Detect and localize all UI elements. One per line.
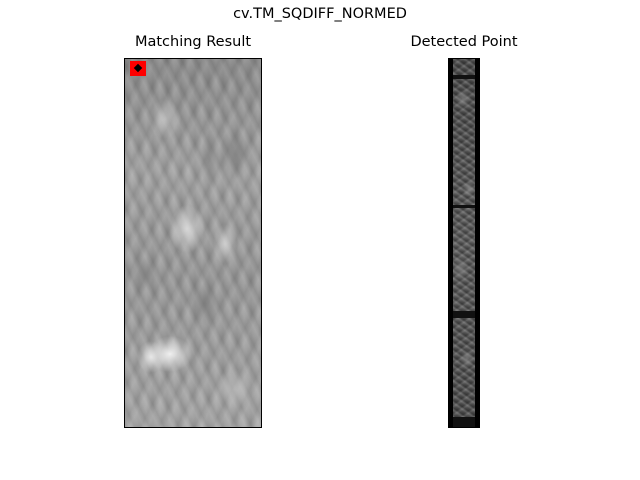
image-gap (453, 75, 475, 79)
matching-result-image (124, 58, 262, 428)
image-gap (453, 417, 475, 427)
match-point-dot (133, 63, 143, 73)
image-gap (453, 205, 475, 208)
image-gap (453, 311, 475, 318)
source-image-strip (453, 59, 475, 427)
matching-result-title: Matching Result (134, 34, 252, 50)
match-location-marker (130, 61, 146, 76)
detected-point-title: Detected Point (410, 34, 518, 50)
figure-suptitle: cv.TM_SQDIFF_NORMED (233, 6, 407, 22)
detected-point-image (448, 58, 480, 428)
